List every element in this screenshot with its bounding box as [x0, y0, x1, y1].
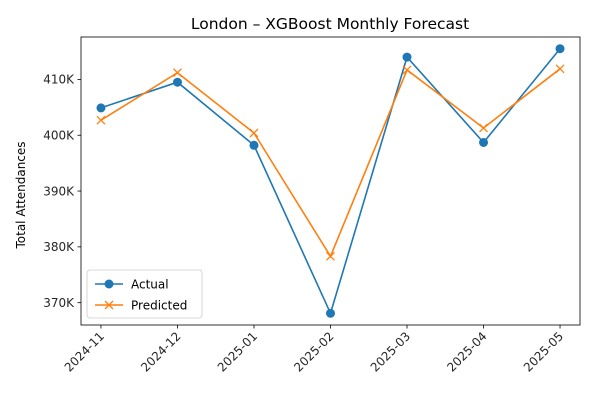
- y-tick-label: 400K: [43, 129, 75, 143]
- legend-marker: [104, 279, 114, 289]
- legend: Actual Predicted: [86, 269, 203, 319]
- x-tick-label: 2025-04: [444, 329, 489, 374]
- data-point-predicted: [326, 251, 335, 261]
- data-point-predicted: [555, 64, 565, 74]
- y-axis-label: Total Attendances: [14, 141, 28, 249]
- data-point-predicted: [402, 65, 412, 75]
- legend-label: Actual: [131, 277, 169, 291]
- x-tick-label: 2025-01: [215, 329, 260, 374]
- data-point-actual: [555, 44, 565, 54]
- x-tick-label: 2025-03: [368, 329, 413, 374]
- data-point-predicted: [96, 115, 106, 125]
- series-line-predicted: [100, 68, 561, 259]
- x-tick-label: 2025-05: [521, 329, 566, 374]
- chart-title: London – XGBoost Monthly Forecast: [191, 15, 469, 33]
- data-point-predicted: [479, 123, 488, 133]
- y-tick-label: 370K: [43, 296, 75, 310]
- data-point-actual: [96, 103, 106, 113]
- data-point-actual: [249, 140, 259, 150]
- data-point-predicted: [249, 128, 259, 138]
- x-tick-label: 2024-12: [138, 329, 183, 374]
- data-point-actual: [479, 137, 489, 147]
- y-tick-label: 380K: [43, 240, 75, 254]
- legend-box: [86, 269, 203, 319]
- legend-marker: [104, 300, 114, 310]
- x-tick-label: 2025-02: [291, 329, 336, 374]
- y-tick-label: 390K: [43, 184, 75, 198]
- data-point-actual: [172, 77, 182, 87]
- y-tick-label: 410K: [43, 73, 75, 87]
- data-point-actual: [402, 52, 412, 62]
- x-tick-label: 2024-11: [62, 329, 107, 374]
- plot-area: 370K 380K 390K 400K 410K 2024-11 2024-12 2025-0…: [43, 36, 581, 375]
- data-point-actual: [326, 308, 335, 318]
- data-point-predicted: [173, 68, 182, 78]
- legend-label: Predicted: [131, 298, 187, 312]
